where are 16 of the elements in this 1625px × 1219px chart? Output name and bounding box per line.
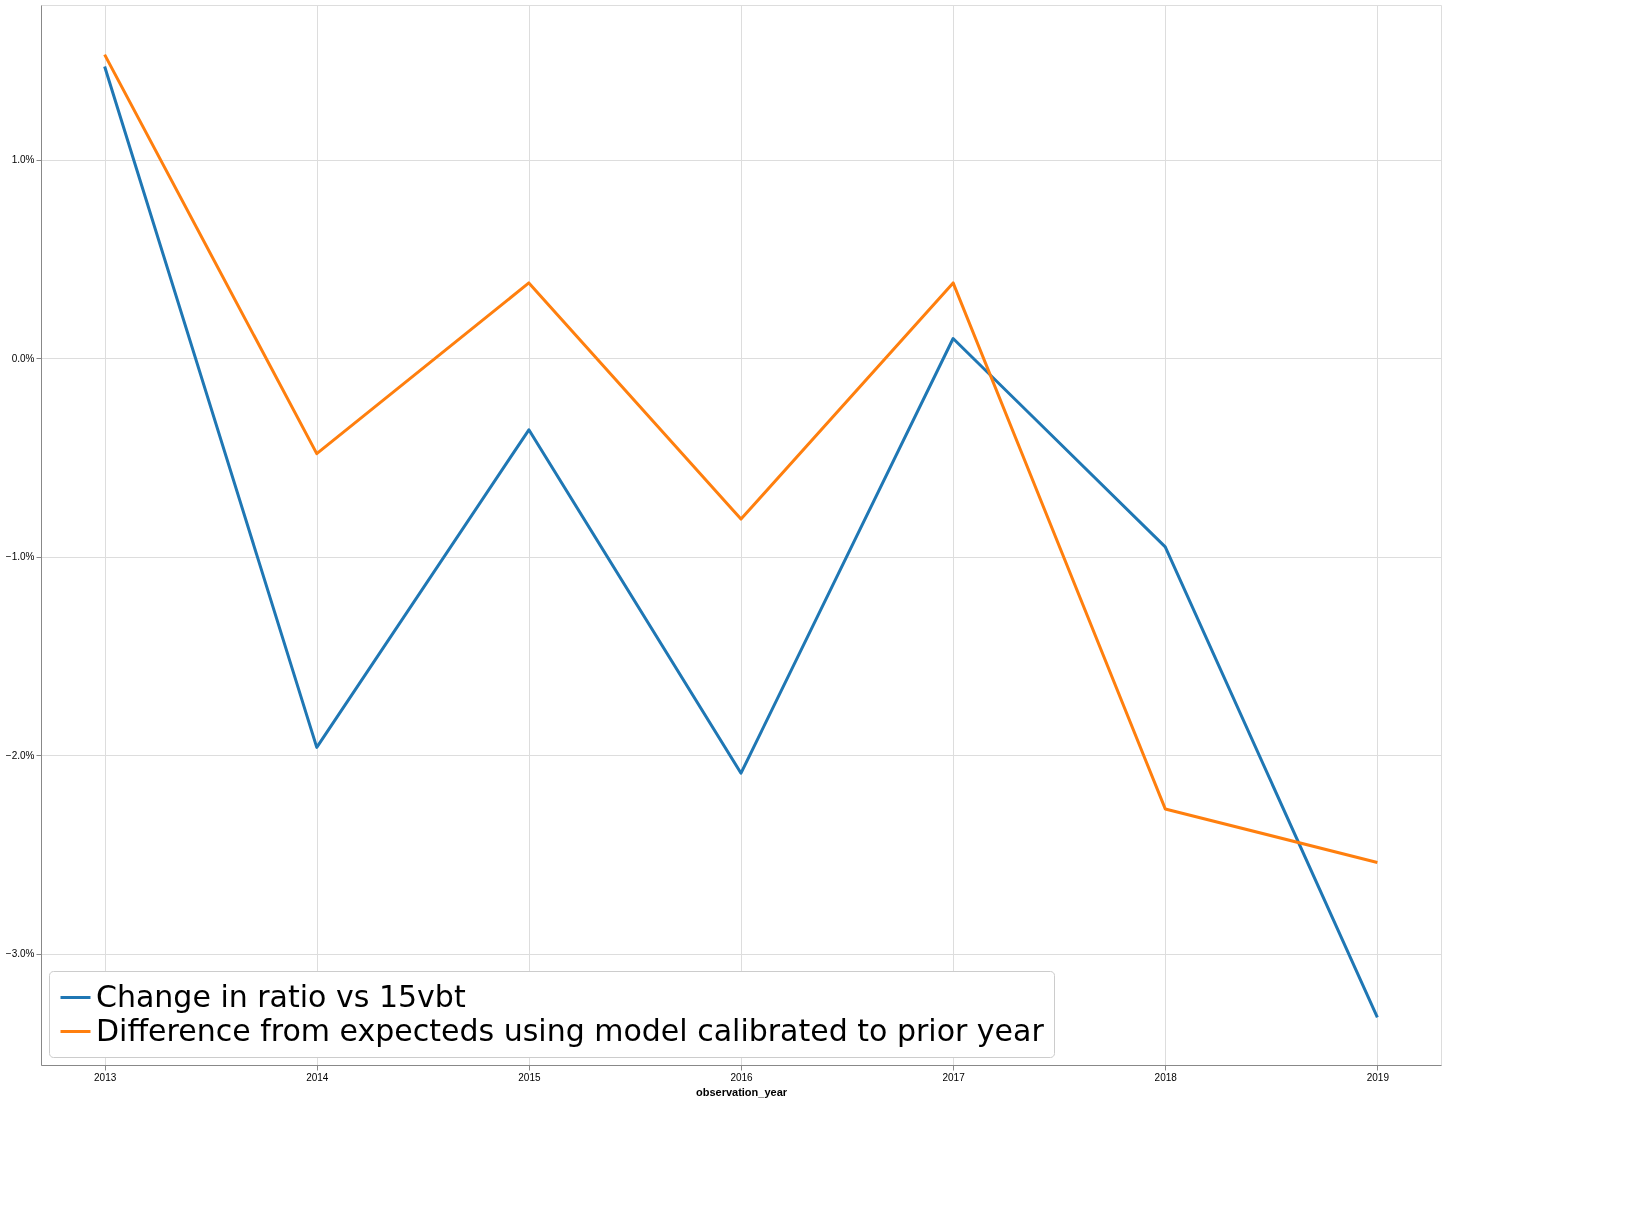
- x-tick-label: 2013: [94, 1071, 117, 1083]
- legend-label: Change in ratio vs 15vbt: [96, 978, 466, 1014]
- x-tick-label: 2015: [518, 1071, 541, 1083]
- x-tick-label: 2018: [1154, 1071, 1178, 1083]
- x-tick-label: 2016: [730, 1071, 754, 1083]
- y-tick-label: 0.0%: [11, 352, 35, 364]
- y-tick-label: −3.0%: [5, 948, 35, 960]
- x-tick-label: 2014: [306, 1071, 329, 1083]
- legend-label: Difference from expecteds using model calibrated to prior year: [96, 1012, 1045, 1048]
- line-series: [103, 53, 1379, 865]
- x-tick-label: 2019: [1366, 1071, 1390, 1083]
- x-tick-label: 2017: [942, 1071, 966, 1083]
- y-tick-label: 1.0%: [11, 154, 35, 166]
- y-tick-label: −1.0%: [5, 551, 35, 563]
- x-axis-title: observation_year: [695, 1085, 788, 1098]
- y-tick-label: −2.0%: [5, 749, 35, 761]
